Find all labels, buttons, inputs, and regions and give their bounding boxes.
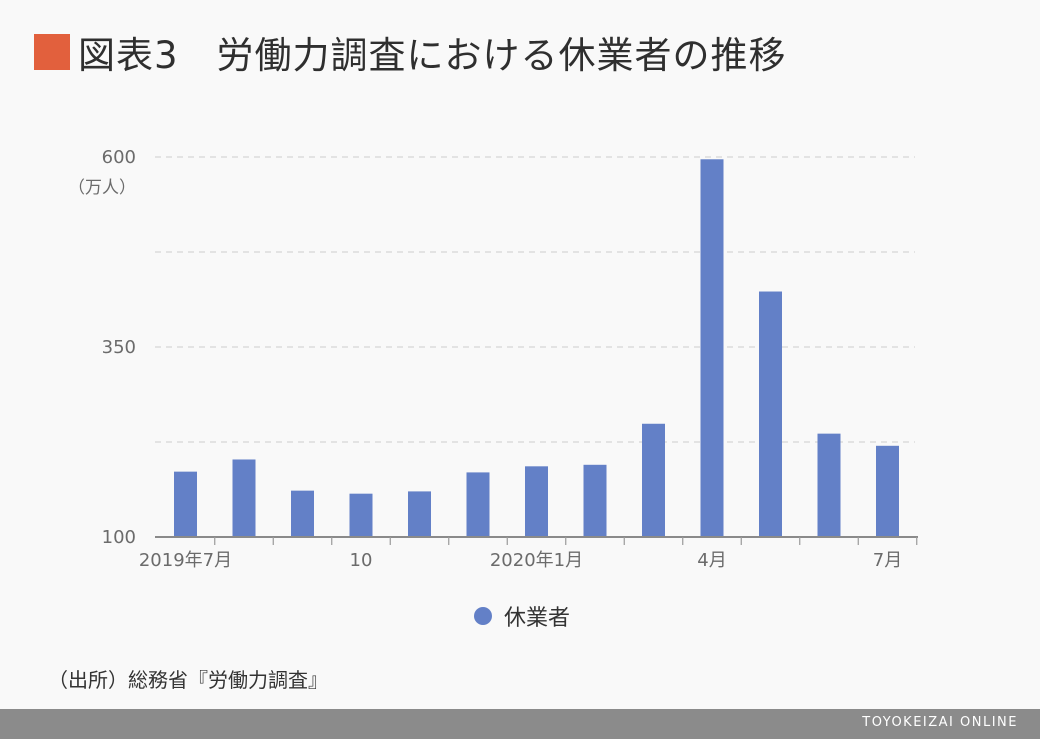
y-tick-label: 600 — [102, 147, 136, 168]
bar — [466, 472, 490, 537]
title-block: 図表3 労働力調査における休業者の推移 — [34, 24, 787, 80]
bar — [525, 466, 548, 537]
bar — [291, 490, 314, 537]
bar — [642, 423, 665, 537]
legend: 休業者 — [474, 600, 570, 632]
bar — [174, 471, 197, 537]
bar — [817, 433, 841, 537]
x-tick-label: 7月 — [873, 550, 902, 571]
x-axis-ticks — [214, 537, 918, 545]
legend-label: 休業者 — [504, 606, 571, 631]
bar-chart: 600 350 100 （万人） 2019年7月 10 2020年1月 4月 7月 — [68, 147, 918, 571]
x-tick-label: 2020年1月 — [490, 550, 583, 571]
chart-title: 図表3 労働力調査における休業者の推移 — [78, 34, 787, 77]
legend-marker — [474, 607, 492, 625]
x-tick-label: 4月 — [697, 550, 726, 571]
y-tick-label: 350 — [102, 337, 136, 358]
bar — [232, 459, 256, 537]
y-tick-label: 100 — [102, 527, 136, 548]
footer-bar: TOYOKEIZAI ONLINE — [0, 709, 1040, 739]
x-axis-labels: 2019年7月 10 2020年1月 4月 7月 — [139, 550, 902, 571]
grid-lines — [155, 156, 915, 443]
bar — [759, 291, 782, 537]
x-tick-label: 2019年7月 — [139, 550, 232, 571]
brand-label: TOYOKEIZAI ONLINE — [862, 715, 1018, 730]
source-note: （出所）総務省『労働力調査』 — [48, 668, 328, 692]
y-axis-unit: （万人） — [68, 178, 136, 198]
x-tick-label: 10 — [350, 550, 373, 571]
title-marker — [34, 34, 70, 70]
bar — [583, 464, 607, 537]
bar — [876, 445, 899, 537]
bar — [700, 159, 724, 537]
y-axis-labels: 600 350 100 — [102, 147, 136, 548]
bar — [349, 493, 373, 537]
bars — [174, 159, 899, 537]
bar — [408, 491, 431, 537]
